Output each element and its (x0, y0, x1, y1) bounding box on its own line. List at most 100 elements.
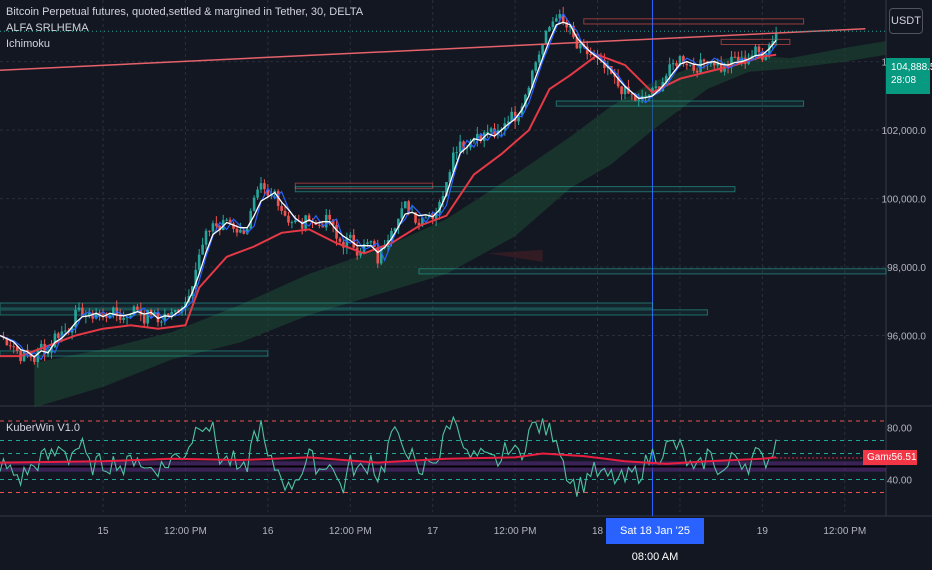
y-tick-label: 96,000.0 (887, 332, 926, 343)
candle-body (678, 56, 682, 66)
oscillator-y-tick: 40.00 (887, 476, 912, 487)
candle-body (548, 27, 551, 32)
candle-body (472, 139, 476, 142)
candle-body (249, 210, 252, 229)
oscillator-pane (0, 415, 886, 497)
candle-body (699, 59, 702, 73)
candle-body (63, 330, 67, 332)
x-tick-label: 17 (427, 526, 439, 537)
candle-body (136, 306, 139, 310)
candle-body (276, 191, 280, 206)
candle-body (438, 201, 441, 214)
candle-body (166, 313, 170, 317)
candle-body (534, 62, 538, 71)
oscillator-line (0, 415, 777, 497)
candle-body (5, 337, 9, 346)
candle-body (671, 63, 675, 65)
candle-body (407, 201, 410, 214)
candle-body (87, 312, 91, 316)
candle-body (623, 86, 627, 95)
candle-body (376, 247, 380, 264)
candle-body (448, 172, 452, 183)
candle-body (105, 316, 108, 318)
candle-body (9, 345, 12, 347)
candle-body (733, 56, 737, 58)
candle-body (695, 70, 699, 73)
candle-body (235, 228, 239, 233)
candle-body (620, 86, 623, 95)
candle-body (180, 308, 184, 313)
candle-body (740, 57, 744, 62)
candle-body (561, 14, 565, 23)
ema-blue-line (0, 12, 777, 361)
candle-body (421, 217, 424, 226)
candle-body (122, 317, 125, 320)
candle-body (541, 44, 544, 55)
x-tick-label: 15 (97, 526, 109, 537)
candle-body (266, 189, 270, 196)
candle-body (517, 114, 520, 122)
candle-body (307, 215, 311, 222)
candle-body (26, 349, 29, 352)
candle-body (294, 220, 297, 223)
candle-body (142, 315, 146, 324)
candle-body (558, 14, 562, 19)
candle-body (702, 59, 706, 62)
candle-body (366, 242, 369, 245)
candle-body (489, 128, 493, 133)
candle-body (716, 63, 720, 66)
candle-body (201, 244, 204, 255)
oscillator-y-tick: 80.00 (887, 424, 912, 435)
ema-white-line (0, 21, 777, 358)
candle-body (647, 94, 651, 96)
candle-body (616, 76, 620, 87)
candle-body (771, 40, 774, 45)
candle-body (290, 222, 294, 224)
candle-body (170, 311, 174, 317)
candle-body (524, 94, 527, 107)
indicator-alfa-label[interactable]: ALFA SRLHEMA (6, 22, 89, 34)
indicator-ichimoku-label[interactable]: Ichimoku (6, 38, 51, 50)
x-tick-label: 12:00 PM (164, 526, 207, 537)
support-zone (0, 302, 653, 309)
candle-body (225, 219, 228, 221)
candle-body (232, 223, 235, 229)
candle-body (194, 269, 198, 287)
candle-body (331, 219, 335, 225)
candle-body (510, 111, 513, 122)
candle-body (393, 228, 397, 231)
candle-body (730, 56, 733, 68)
x-tick-label: 16 (262, 526, 274, 537)
resistance-zone (583, 18, 805, 25)
oscillator-title[interactable]: KuberWin V1.0 (6, 422, 80, 434)
support-zone (294, 186, 736, 193)
candle-body (91, 312, 95, 319)
symbol-title[interactable]: Bitcoin Perpetual futures, quoted,settle… (6, 6, 364, 18)
candle-body (156, 312, 160, 323)
candle-body (153, 312, 156, 315)
candle-body (57, 333, 60, 338)
candle-body (400, 208, 404, 219)
currency-button[interactable]: USDT (889, 8, 923, 34)
candle-body (458, 141, 462, 153)
candle-body (369, 241, 373, 243)
candle-body (390, 230, 393, 241)
candle-body (685, 63, 689, 66)
candle-body (173, 309, 177, 312)
candle-body (737, 57, 740, 62)
candle-body (263, 183, 266, 190)
support-zone (0, 350, 269, 357)
candle-body (462, 141, 465, 149)
candle-body (77, 307, 81, 310)
candle-body (132, 306, 136, 316)
candle-body (125, 317, 129, 319)
x-tick-label: 12:00 PM (823, 526, 866, 537)
candle-body (215, 223, 218, 227)
candle-body (228, 219, 232, 224)
candle-body (630, 93, 634, 95)
candle-body (239, 229, 242, 233)
candle-body (452, 152, 455, 173)
kumo-cloud (34, 41, 887, 408)
candle-body (345, 237, 349, 248)
candle-body (39, 343, 43, 350)
